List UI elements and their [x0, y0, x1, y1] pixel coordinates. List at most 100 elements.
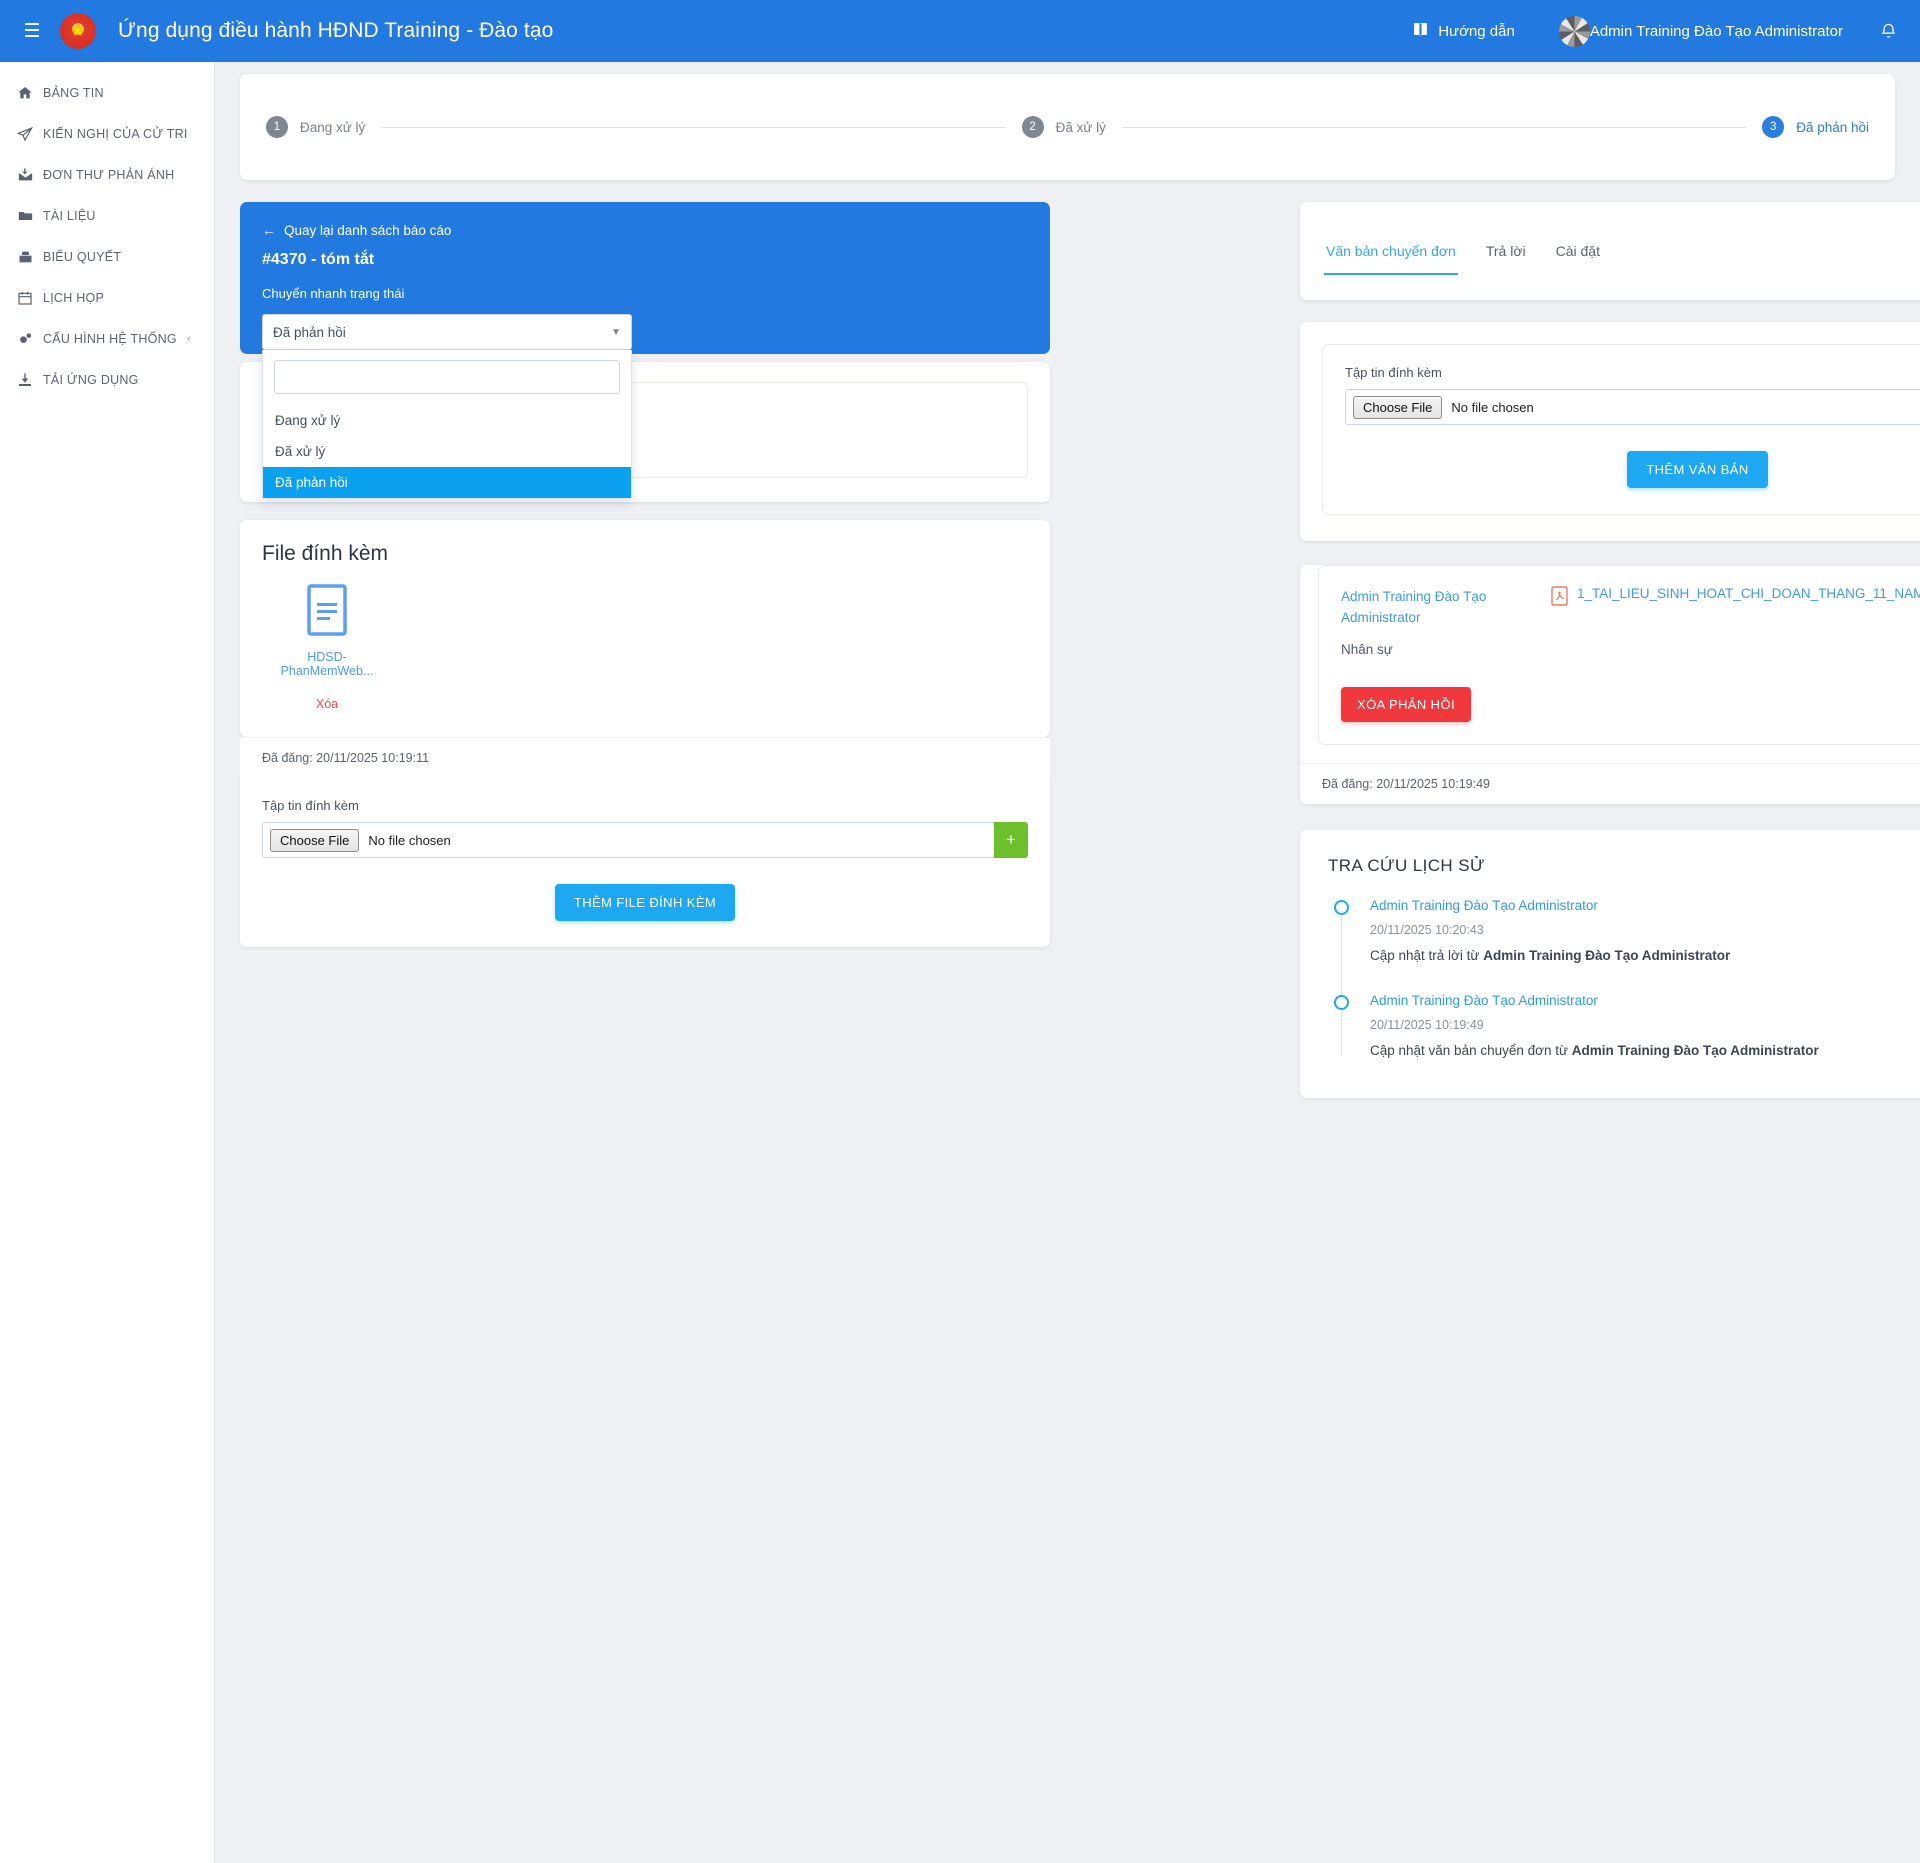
- dropdown-option-da-phan-hoi[interactable]: Đã phản hồi: [263, 467, 631, 498]
- left-file-input-row: Choose File No file chosen +: [262, 822, 1028, 858]
- step-number: 3: [1762, 116, 1785, 138]
- history-item-name[interactable]: Admin Training Đào Tạo Administrator: [1370, 898, 1598, 913]
- sidebar-item-label: BẢNG TIN: [43, 85, 104, 100]
- tab-van-ban-chuyen-don[interactable]: Văn bản chuyển đơn: [1324, 243, 1458, 275]
- right-upload-field-label: Tập tin đính kèm: [1345, 365, 1442, 380]
- quick-status-select[interactable]: Đã phản hồi ▼: [262, 314, 632, 350]
- national-emblem-icon: [60, 13, 96, 49]
- right-column: Văn bản chuyển đơn Trả lời Cài đặt Tập t…: [1300, 202, 1920, 1098]
- timeline-dot-icon: [1334, 900, 1349, 915]
- left-upload-field-label: Tập tin đính kèm: [262, 798, 359, 813]
- sidebar-item-tai-lieu[interactable]: TÀI LIỆU: [0, 195, 214, 236]
- add-attachment-button[interactable]: THÊM FILE ĐÍNH KÈM: [554, 884, 736, 921]
- dropdown-search-input[interactable]: [275, 361, 619, 393]
- sidebar-item-cau-hinh-he-thong[interactable]: CẤU HÌNH HỆ THỐNG ‹: [0, 318, 214, 359]
- history-desc-actor: Admin Training Đào Tạo Administrator: [1483, 948, 1731, 963]
- user-name: Admin Training Đào Tạo Administrator: [1589, 22, 1843, 40]
- tab-cai-dat[interactable]: Cài đặt: [1555, 243, 1600, 259]
- attachments-title: File đính kèm: [262, 542, 389, 565]
- guide-link[interactable]: Hướng dẫn: [1412, 21, 1515, 42]
- history-desc-actor: Admin Training Đào Tạo Administrator: [1571, 1043, 1819, 1058]
- paper-plane-icon: [17, 126, 43, 142]
- reply-file-group: 1_TAI_LIEU_SINH_HOAT_CHI_DOAN_THANG_11_N…: [1551, 586, 1920, 628]
- step-da-phan-hoi[interactable]: 3 Đã phản hồi: [1762, 116, 1869, 138]
- attachment-item: HDSD-PhanMemWeb... Xóa: [262, 584, 392, 711]
- history-item-description: Cập nhật văn bản chuyển đơn từ Admin Tra…: [1370, 1043, 1920, 1058]
- reply-posted-label: Đã đăng: 20/11/2025 10:19:49: [1300, 763, 1920, 804]
- back-to-report-list-link[interactable]: ← Quay lại danh sách báo cáo: [262, 222, 1028, 238]
- reply-row: Admin Training Đào Tạo Administrator 1_T…: [1341, 586, 1920, 628]
- sidebar-item-bang-tin[interactable]: BẢNG TIN: [0, 72, 214, 113]
- envelope-download-icon: [17, 167, 43, 183]
- quick-status-label: Chuyển nhanh trạng thái: [262, 286, 405, 301]
- right-file-input-row: Choose File No file chosen +: [1345, 389, 1920, 425]
- left-column: ← Quay lại danh sách báo cáo #4370 - tóm…: [240, 202, 1050, 947]
- tab-tra-loi[interactable]: Trả lời: [1485, 243, 1526, 259]
- step-connector: [1121, 126, 1747, 128]
- sidebar-item-don-thu-phan-anh[interactable]: ĐƠN THƯ PHẢN ÁNH: [0, 154, 214, 195]
- history-item-description: Cập nhật trả lời từ Admin Training Đào T…: [1370, 948, 1920, 963]
- calendar-icon: [17, 290, 43, 306]
- dropdown-option-da-xu-ly[interactable]: Đã xử lý: [275, 444, 326, 459]
- right-submit-row: THÊM VĂN BẢN: [1345, 451, 1920, 488]
- sidebar-item-label: TẢI ỨNG DỤNG: [43, 372, 139, 387]
- sidebar-item-label: LỊCH HỌP: [43, 290, 105, 305]
- sidebar-item-label: CẤU HÌNH HỆ THỐNG: [43, 331, 177, 346]
- left-no-file-label: No file chosen: [368, 832, 451, 848]
- reply-inner-panel: Admin Training Đào Tạo Administrator 1_T…: [1318, 565, 1920, 745]
- sidebar-item-lich-hop[interactable]: LỊCH HỌP: [0, 277, 214, 318]
- right-no-file-label: No file chosen: [1451, 399, 1534, 415]
- arrow-left-icon: ←: [262, 222, 276, 238]
- history-desc-prefix: Cập nhật trả lời từ: [1370, 948, 1484, 963]
- folder-icon: [17, 208, 43, 224]
- chevron-down-icon: ▼: [611, 326, 621, 338]
- attachment-delete-link[interactable]: Xóa: [315, 697, 339, 711]
- step-dang-xu-ly[interactable]: 1 Đang xử lý: [266, 116, 365, 138]
- left-choose-file-button[interactable]: Choose File: [270, 828, 360, 852]
- sidebar-item-kien-nghi-cua-cu-tri[interactable]: KIẾN NGHỊ CỦA CỬ TRI: [0, 113, 214, 154]
- left-add-file-plus-icon[interactable]: +: [994, 822, 1028, 858]
- right-file-input[interactable]: Choose File No file chosen: [1345, 389, 1920, 425]
- history-item: Admin Training Đào Tạo Administrator 20/…: [1334, 898, 1920, 963]
- history-item-name[interactable]: Admin Training Đào Tạo Administrator: [1370, 993, 1598, 1008]
- left-upload-card: Tập tin đính kèm Choose File No file cho…: [240, 778, 1050, 947]
- step-label: Đã phản hồi: [1796, 119, 1870, 135]
- step-da-xu-ly[interactable]: 2 Đã xử lý: [1021, 116, 1106, 138]
- main-content: 1 Đang xử lý 2 Đã xử lý 3 Đã phản hồi ← …: [215, 62, 1920, 1863]
- ballot-box-icon: [17, 249, 43, 265]
- sidebar-item-tai-ung-dung[interactable]: TẢI ỨNG DỤNG: [0, 359, 214, 400]
- back-link-label: Quay lại danh sách báo cáo: [284, 222, 452, 238]
- status-stepper: 1 Đang xử lý 2 Đã xử lý 3 Đã phản hồi: [240, 74, 1895, 180]
- chevron-left-icon: ‹: [186, 332, 191, 345]
- attachments-posted-label: Đã đăng: 20/11/2025 10:19:11: [240, 737, 1050, 778]
- history-desc-prefix: Cập nhật văn bản chuyển đơn từ: [1370, 1043, 1572, 1058]
- attachments-card: File đính kèm HDSD-PhanMemWeb... Xóa: [240, 520, 1050, 737]
- hamburger-menu-icon[interactable]: ☰: [23, 20, 41, 42]
- user-menu[interactable]: Admin Training Đào Tạo Administrator: [1558, 15, 1843, 47]
- bell-icon[interactable]: [1879, 22, 1898, 41]
- add-document-button[interactable]: THÊM VĂN BẢN: [1627, 451, 1768, 488]
- step-number: 1: [266, 116, 288, 138]
- delete-reply-button[interactable]: XÓA PHẢN HỒI: [1341, 687, 1471, 722]
- quick-status-select-wrap: Đã phản hồi ▼ Đang xử lý Đã xử lý Đã phả…: [262, 314, 632, 499]
- sidebar-nav: BẢNG TIN KIẾN NGHỊ CỦA CỬ TRI ĐƠN THƯ PH…: [0, 62, 215, 1863]
- timeline-dot-icon: [1334, 995, 1349, 1010]
- download-icon: [17, 372, 43, 388]
- sidebar-item-label: TÀI LIỆU: [43, 208, 96, 223]
- reply-file-name[interactable]: 1_TAI_LIEU_SINH_HOAT_CHI_DOAN_THANG_11_N…: [1577, 586, 1920, 601]
- history-item-time: 20/11/2025 10:20:43: [1370, 923, 1484, 937]
- right-upload-panel: Tập tin đính kèm Choose File No file cho…: [1322, 344, 1920, 515]
- document-icon[interactable]: [306, 584, 348, 636]
- sidebar-item-bieu-quyet[interactable]: BIỂU QUYẾT: [0, 236, 214, 277]
- right-choose-file-button[interactable]: Choose File: [1353, 395, 1443, 419]
- history-card: TRA CỨU LỊCH SỬ Admin Training Đào Tạo A…: [1300, 830, 1920, 1098]
- attachment-file-name[interactable]: HDSD-PhanMemWeb...: [280, 650, 374, 678]
- reply-author[interactable]: Admin Training Đào Tạo Administrator: [1341, 589, 1487, 625]
- left-file-input[interactable]: Choose File No file chosen: [262, 822, 994, 858]
- step-label: Đã xử lý: [1055, 119, 1106, 135]
- history-item-time: 20/11/2025 10:19:49: [1370, 1018, 1484, 1032]
- dropdown-option-dang-xu-ly[interactable]: Đang xử lý: [275, 413, 341, 428]
- reply-department: Nhân sự: [1341, 642, 1393, 657]
- step-number: 2: [1021, 116, 1044, 138]
- dropdown-search-box[interactable]: [274, 360, 620, 394]
